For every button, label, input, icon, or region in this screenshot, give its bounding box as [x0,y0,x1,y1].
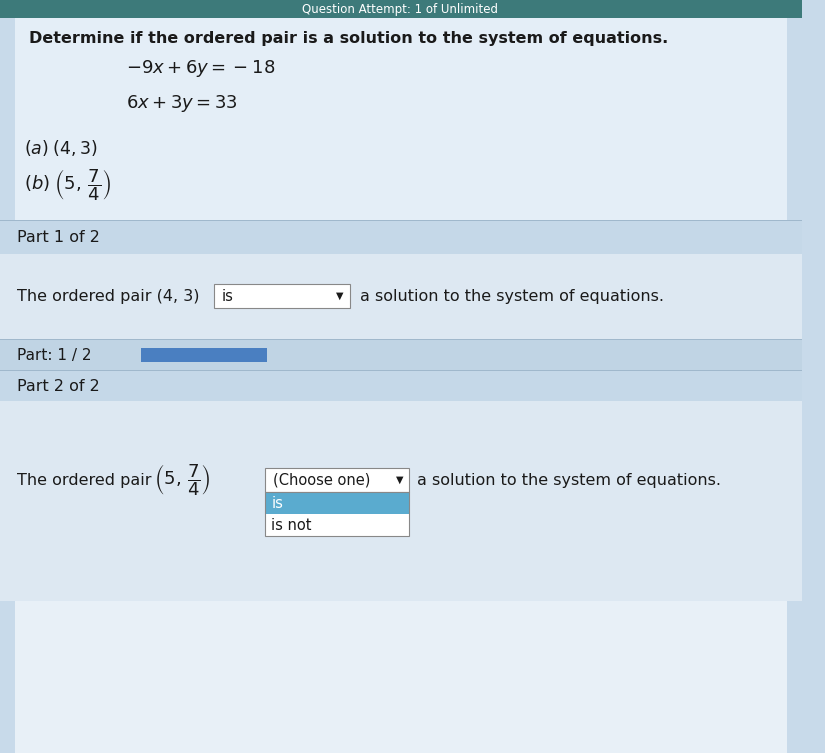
Text: Part: 1 / 2: Part: 1 / 2 [17,347,92,362]
Text: a solution to the system of equations.: a solution to the system of equations. [360,288,663,303]
Text: Part 1 of 2: Part 1 of 2 [17,230,101,245]
Text: $(a)\;(4, 3)$: $(a)\;(4, 3)$ [24,138,98,158]
Bar [0,370,802,371]
Bar [0,0,802,18]
Bar [0,339,802,340]
Bar [266,468,409,492]
Bar [214,284,350,308]
Bar [0,371,802,401]
Bar [0,220,802,221]
Text: The ordered pair (4, 3): The ordered pair (4, 3) [17,288,200,303]
Text: $(b)\;\left(5,\,\dfrac{7}{4}\right)$: $(b)\;\left(5,\,\dfrac{7}{4}\right)$ [24,167,111,203]
Text: $-9x+6y=-18$: $-9x+6y=-18$ [126,57,276,78]
Bar [141,348,267,362]
Bar [0,401,802,601]
Bar [266,492,409,514]
Text: Question Attempt: 1 of Unlimited: Question Attempt: 1 of Unlimited [303,2,498,16]
Bar [15,18,787,253]
Text: a solution to the system of equations.: a solution to the system of equations. [417,472,721,487]
Text: The ordered pair: The ordered pair [17,472,152,487]
Text: Determine if the ordered pair is a solution to the system of equations.: Determine if the ordered pair is a solut… [29,31,668,45]
Text: (Choose one): (Choose one) [273,472,370,487]
Bar [0,254,802,339]
Bar [266,492,409,536]
Bar [0,340,802,370]
Bar [266,514,409,536]
Text: ▼: ▼ [396,475,403,485]
Text: ▼: ▼ [337,291,344,301]
Text: Part 2 of 2: Part 2 of 2 [17,379,101,394]
Text: $\left(5,\,\dfrac{7}{4}\right)$: $\left(5,\,\dfrac{7}{4}\right)$ [153,462,210,498]
Text: is: is [271,495,283,511]
Text: is: is [222,288,233,303]
Text: $6x+3y=33$: $6x+3y=33$ [126,93,238,114]
Bar [0,221,802,254]
Text: is not: is not [271,517,312,532]
